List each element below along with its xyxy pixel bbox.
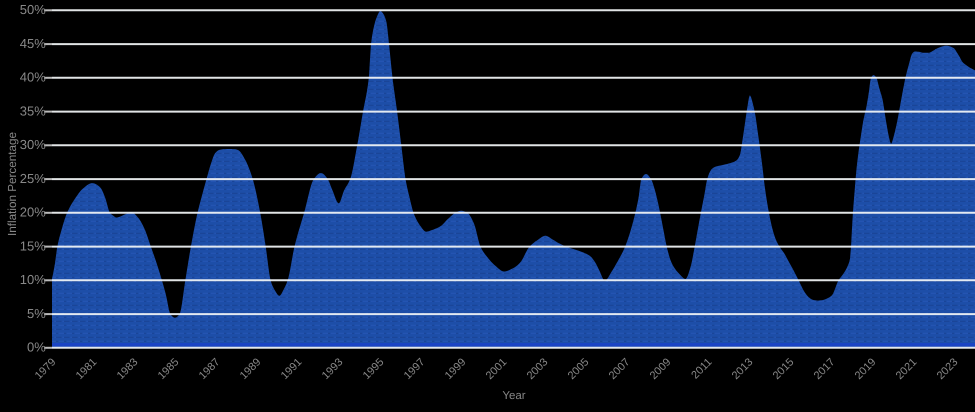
svg-text:10%: 10% [20, 272, 46, 287]
svg-text:40%: 40% [20, 70, 46, 85]
svg-text:Inflation Percentage: Inflation Percentage [6, 132, 19, 236]
svg-text:35%: 35% [20, 104, 46, 119]
svg-text:25%: 25% [20, 171, 46, 186]
svg-text:20%: 20% [20, 205, 46, 220]
svg-text:Year: Year [502, 390, 525, 402]
svg-text:15%: 15% [20, 239, 46, 254]
svg-text:50%: 50% [20, 2, 46, 17]
svg-text:0%: 0% [27, 340, 46, 355]
svg-text:30%: 30% [20, 137, 46, 152]
svg-text:5%: 5% [27, 306, 46, 321]
svg-text:45%: 45% [20, 36, 46, 51]
